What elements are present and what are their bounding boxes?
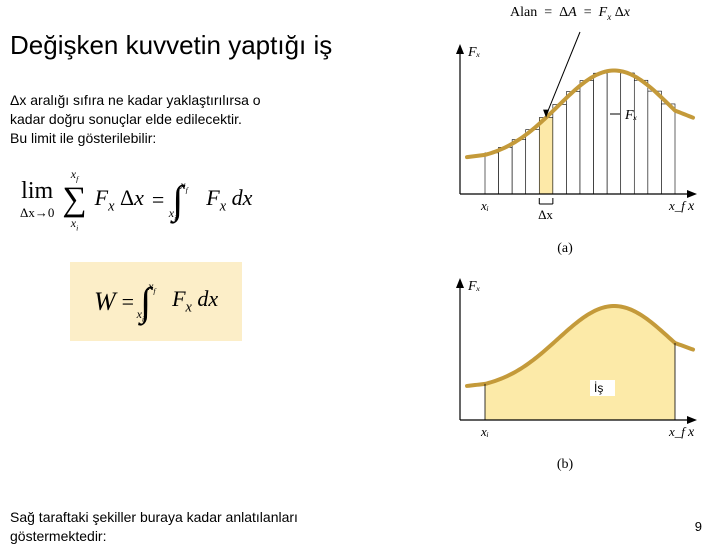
lim-symbol: lim — [21, 178, 53, 205]
equals-1: = — [152, 187, 164, 213]
svg-text:x: x — [687, 425, 695, 440]
bottom-line1: Sağ taraftaki şekiller buraya kadar anla… — [10, 509, 298, 525]
svg-text:x_f: x_f — [668, 198, 687, 213]
svg-text:Fₓ: Fₓ — [467, 279, 481, 294]
figure-b: Fₓ x xᵢ x_f İş (b) — [430, 265, 700, 473]
equals-2: = — [122, 289, 134, 315]
svg-text:xᵢ: xᵢ — [480, 424, 489, 439]
para1-line3: Bu limit ile gösterilebilir: — [10, 130, 156, 146]
int-body-2: Fx dx — [172, 286, 218, 316]
int-lower-2: xi — [137, 307, 145, 323]
boxed-work-equation: W = ∫ xf xi Fx dx — [70, 262, 242, 341]
caption-a: (a) — [430, 241, 700, 257]
para1-line1: Δx aralığı sıfıra ne kadar yaklaştırılır… — [10, 92, 261, 108]
sum-lower: xi — [71, 217, 79, 232]
intro-paragraph: Δx aralığı sıfıra ne kadar yaklaştırılır… — [10, 91, 420, 148]
svg-text:x: x — [687, 199, 695, 214]
page-number: 9 — [695, 519, 702, 534]
sum-body: Fx Δx — [95, 185, 144, 215]
svg-text:Fₓ: Fₓ — [624, 108, 638, 123]
int-lower: xi — [169, 206, 177, 222]
svg-text:x_f: x_f — [668, 424, 687, 439]
page-title: Değişken kuvvetin yaptığı iş — [10, 30, 420, 61]
area-label: Alan = ΔA = Fx Δx — [430, 5, 710, 22]
svg-text:xᵢ: xᵢ — [480, 198, 489, 213]
bottom-paragraph: Sağ taraftaki şekiller buraya kadar anla… — [10, 508, 410, 546]
int-body: Fx dx — [206, 185, 252, 215]
sum-symbol: ∑ — [62, 183, 86, 217]
bottom-line2: göstermektedir: — [10, 528, 106, 544]
para1-line2: kadar doğru sonuçlar elde edilecektir. — [10, 111, 242, 127]
lim-subscript: Δx→0 — [20, 205, 54, 221]
limit-equation: lim Δx→0 xf ∑ xi Fx Δx = ∫ xf xi Fx dx — [20, 168, 420, 232]
svg-text:Δx: Δx — [538, 207, 553, 222]
chart-b-svg: Fₓ x xᵢ x_f — [430, 265, 700, 450]
int-upper: xf — [180, 178, 188, 194]
svg-text:Fₓ: Fₓ — [467, 45, 481, 60]
figure-a: Fₓ x xᵢ x_f Δx Fₓ (a) — [430, 24, 700, 257]
int-upper-2: xf — [148, 279, 156, 295]
chart-a-svg: Fₓ x xᵢ x_f Δx Fₓ — [430, 24, 700, 234]
work-label: İş — [590, 380, 615, 396]
caption-b: (b) — [430, 457, 700, 473]
work-W: W — [94, 287, 116, 317]
